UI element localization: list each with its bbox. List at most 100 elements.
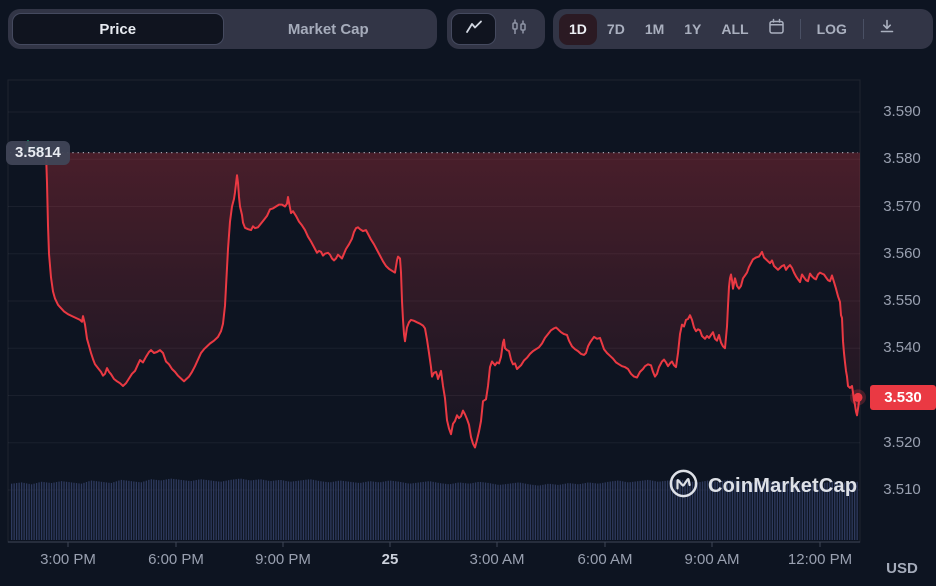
range-1y-button[interactable]: 1Y	[684, 21, 702, 37]
watermark-label: CoinMarketCap	[708, 474, 858, 497]
range-7d-button[interactable]: 7D	[606, 21, 625, 37]
volume-bar	[602, 482, 604, 540]
candlestick-chart-button[interactable]	[496, 13, 541, 45]
volume-bar	[425, 481, 427, 540]
volume-bar	[93, 480, 95, 540]
volume-bar	[18, 482, 20, 540]
volume-bar	[153, 479, 155, 540]
volume-bar	[634, 481, 636, 540]
volume-bar	[509, 483, 512, 540]
volume-bar	[642, 480, 644, 540]
x-axis-label: 6:00 PM	[148, 551, 204, 568]
volume-bar	[514, 482, 517, 540]
down-area-fill	[46, 152, 860, 448]
volume-bar	[205, 479, 207, 540]
volume-bar	[457, 482, 459, 540]
volume-bar	[287, 481, 290, 540]
volume-bar	[100, 481, 103, 540]
volume-bar	[562, 484, 564, 540]
volume-bar	[370, 481, 372, 540]
volume-bar	[632, 481, 634, 540]
volume-bar	[347, 481, 350, 540]
volume-bar	[40, 481, 43, 540]
volume-bar	[210, 480, 212, 540]
volume-bar	[270, 481, 272, 540]
volume-bar	[360, 482, 362, 540]
volume-bar	[407, 483, 409, 540]
toolbar-divider	[862, 19, 864, 39]
y-axis-label: 3.550	[883, 292, 921, 309]
volume-bar	[297, 480, 300, 540]
volume-bar	[671, 479, 674, 540]
volume-bar	[158, 480, 160, 540]
volume-bar	[674, 479, 676, 540]
range-all-button[interactable]: ALL	[721, 21, 749, 37]
volume-bar	[629, 482, 631, 540]
volume-bar	[138, 482, 140, 540]
volume-bar	[285, 480, 287, 540]
reference-price-label: 3.5814	[6, 141, 70, 165]
volume-bar	[227, 480, 230, 540]
volume-bar	[821, 483, 823, 540]
volume-bar	[809, 482, 811, 540]
volume-bar	[203, 479, 205, 540]
volume-bar	[711, 481, 714, 540]
tab-price[interactable]: Price	[12, 13, 224, 45]
time-range-toggle: 1D 7D 1M 1Y ALL LOG	[553, 9, 933, 49]
volume-bar	[607, 481, 609, 540]
volume-bar	[422, 481, 424, 540]
volume-bar	[375, 481, 377, 540]
volume-bar	[242, 479, 245, 540]
volume-bar	[532, 484, 534, 540]
volume-bar	[447, 484, 449, 540]
volume-bar	[265, 480, 267, 540]
volume-bar	[45, 482, 48, 540]
volume-bar	[165, 479, 167, 540]
volume-bar	[125, 480, 128, 540]
range-1d-button[interactable]: 1D	[559, 13, 597, 45]
volume-bar	[744, 482, 746, 540]
line-chart-button[interactable]	[451, 13, 497, 45]
y-axis-label: 3.510	[883, 481, 921, 498]
volume-bar	[704, 481, 706, 540]
calendar-button[interactable]	[759, 18, 794, 40]
volume-bar	[183, 480, 185, 540]
tab-market-cap[interactable]: Market Cap	[287, 20, 369, 38]
volume-bar	[235, 479, 237, 540]
volume-bar	[155, 479, 157, 540]
volume-bar	[123, 480, 125, 540]
volume-bar	[819, 483, 821, 540]
volume-bar	[250, 480, 252, 540]
volume-bar	[694, 482, 696, 540]
toolbar-divider	[799, 19, 801, 39]
range-1m-button[interactable]: 1M	[644, 21, 665, 37]
volume-bar	[267, 480, 270, 540]
volume-bar	[412, 483, 414, 540]
download-button[interactable]	[870, 18, 904, 40]
volume-bar	[35, 483, 38, 540]
volume-bar	[552, 484, 554, 540]
volume-bar	[834, 481, 836, 540]
volume-bar	[108, 482, 110, 540]
volume-bar	[559, 484, 562, 540]
volume-bar	[771, 481, 774, 540]
volume-bar	[684, 480, 686, 540]
volume-bar	[839, 481, 841, 540]
volume-bar	[499, 484, 502, 540]
volume-bar	[342, 480, 345, 540]
volume-bar	[432, 481, 434, 540]
volume-bar	[380, 482, 382, 540]
volume-bar	[472, 482, 474, 540]
log-scale-button[interactable]: LOG	[816, 21, 847, 37]
volume-bar	[11, 483, 13, 540]
volume-bar	[656, 481, 659, 540]
volume-bar	[661, 481, 664, 540]
volume-bar	[507, 483, 509, 540]
y-axis-label: 3.520	[883, 433, 921, 451]
volume-bar	[332, 481, 335, 540]
volume-bar	[160, 480, 162, 540]
volume-bar	[48, 482, 50, 540]
volume-bar	[277, 480, 280, 540]
volume-bar	[769, 480, 771, 540]
